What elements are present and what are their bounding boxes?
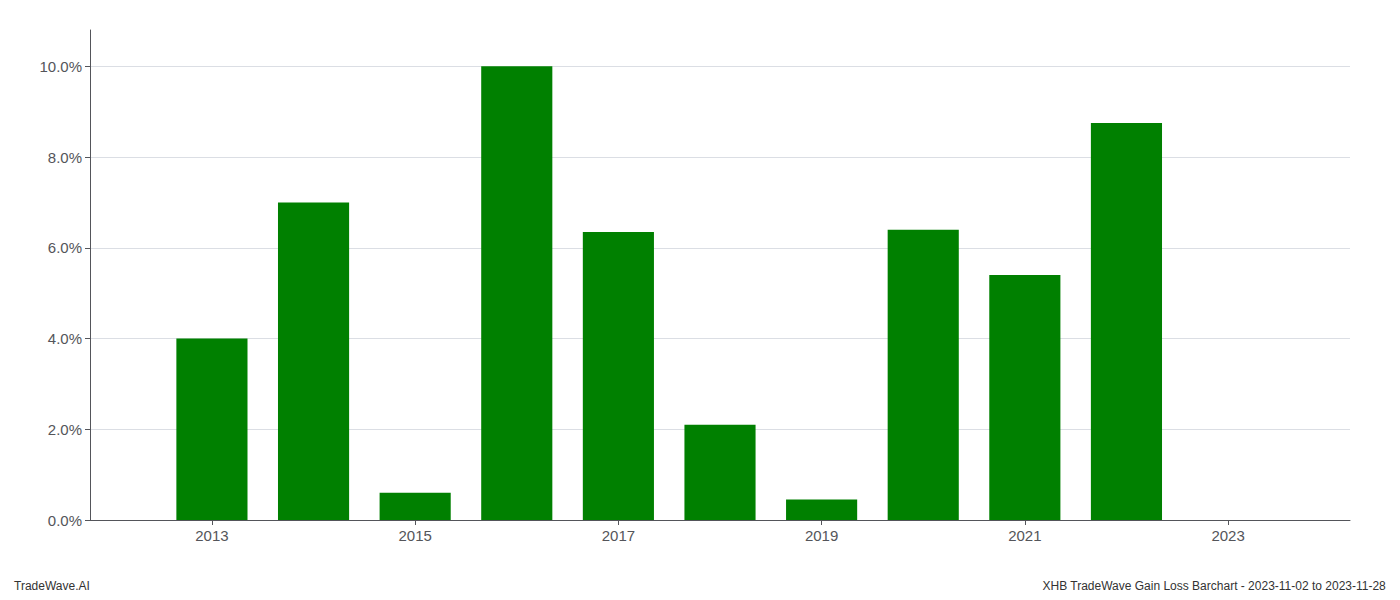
svg-text:10.0%: 10.0% [39, 58, 82, 75]
svg-text:TradeWave.AI: TradeWave.AI [14, 579, 90, 593]
svg-text:8.0%: 8.0% [48, 149, 82, 166]
svg-text:2017: 2017 [602, 527, 635, 544]
svg-text:2013: 2013 [195, 527, 228, 544]
svg-text:0.0%: 0.0% [48, 512, 82, 529]
svg-text:XHB TradeWave Gain Loss Barcha: XHB TradeWave Gain Loss Barchart - 2023-… [1042, 579, 1386, 593]
svg-text:2.0%: 2.0% [48, 421, 82, 438]
svg-text:2023: 2023 [1211, 527, 1244, 544]
svg-text:6.0%: 6.0% [48, 239, 82, 256]
svg-text:2015: 2015 [398, 527, 431, 544]
svg-text:2019: 2019 [805, 527, 838, 544]
svg-text:2021: 2021 [1008, 527, 1041, 544]
svg-text:4.0%: 4.0% [48, 330, 82, 347]
